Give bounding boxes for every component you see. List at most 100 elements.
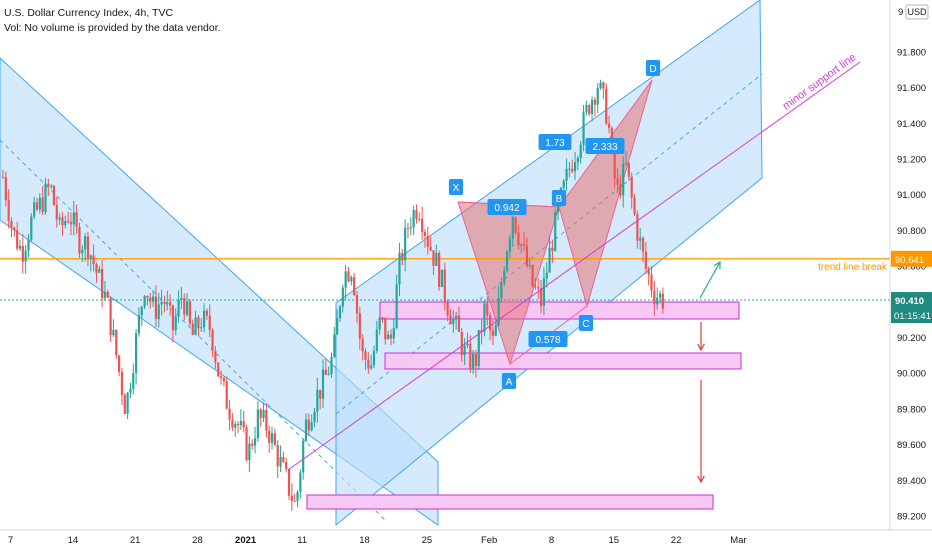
candle-body [197,317,200,329]
candle [438,250,441,291]
candle-body [217,362,220,377]
badge-bg [487,199,527,215]
candle-body [205,310,209,316]
candle [398,242,401,297]
candle [118,354,121,377]
candle [89,254,92,272]
candle [304,413,308,442]
candle [188,299,192,327]
candle-body [590,99,594,115]
candle-body [52,185,56,206]
candle-body [641,237,645,252]
candle-body [440,269,444,288]
price-tick-label: 91.200 [897,155,926,166]
candle-body [129,388,132,393]
candle-body [486,303,489,316]
candle-body [344,271,347,288]
candle [234,421,237,437]
candle [157,293,160,328]
candle [505,249,509,273]
candle-body [177,299,180,317]
arrow-head [713,260,721,270]
time-axis[interactable]: 7 14 21 28 2021 11 18 25 Feb 8 15 22 Mar [0,529,932,550]
candle [64,215,67,229]
lower-zone [306,494,714,510]
candle [33,196,36,220]
candle-body [146,295,149,298]
candle [590,96,594,122]
candle-body [140,306,143,316]
candle-body [588,105,591,115]
candle [35,198,39,212]
candle [262,402,265,423]
price-tick-label: 89.200 [897,512,926,523]
candle [101,260,104,307]
price-tick-label: 90.200 [897,333,926,344]
candle-body [571,168,574,172]
candle-body [429,246,432,251]
candle [16,221,19,251]
candle [52,184,56,206]
candle-body [514,217,517,233]
candle-body [151,296,155,302]
candle-body [98,269,101,273]
middle-zone [384,352,742,370]
candle [361,334,364,361]
price-tick-label: 91.600 [897,83,926,94]
candle [112,319,115,337]
candle [460,327,463,362]
candle [554,208,557,252]
candle [154,285,158,328]
candle-body [7,200,10,222]
candle-body [75,212,78,227]
price-tick-label: 90.600 [897,262,926,273]
candle [378,316,381,336]
candle-body [656,297,659,305]
candle [452,309,455,333]
price-tick-label: 89.600 [897,440,926,451]
candle [531,264,534,288]
candle-body [1,176,5,178]
price-tick-label: 89.400 [897,476,926,487]
candle [576,155,579,171]
candle-body [466,343,469,346]
candle [30,213,33,242]
point-c-label: C [578,315,594,331]
candle-body [375,329,378,351]
candle [528,258,531,270]
candle-body [412,209,415,228]
time-tick-label: 25 [422,535,433,546]
candle-body [123,395,126,414]
candle [44,177,47,216]
candle-body [398,252,401,285]
candle [582,104,585,152]
candle-body [455,315,458,319]
candle [656,287,659,310]
price-axis[interactable]: 9 USD 91.800 91.600 91.400 91.200 91.000 90.800… [889,0,932,530]
candle-body [89,255,92,259]
badge-bg [501,373,517,389]
pattern-labels: X A B C D 0.942 1.73 2.333 0.578 [448,60,661,389]
candle [129,382,132,399]
candle-body [160,301,163,305]
candle-body [304,419,308,441]
candle-body [511,217,514,239]
candle [409,217,412,236]
candle [375,320,378,354]
candle [219,370,223,385]
candle-body [556,204,560,213]
candle [333,327,336,359]
candle [593,96,596,117]
candle [358,306,361,350]
candle [350,275,353,286]
candle [508,234,512,259]
candle [84,232,87,262]
candle [259,407,262,427]
candle [151,289,155,308]
currency-button [905,4,929,20]
candle-body [551,247,554,251]
candle-body [194,317,197,335]
candle-body [358,313,361,339]
bullish-arrow [699,260,721,299]
